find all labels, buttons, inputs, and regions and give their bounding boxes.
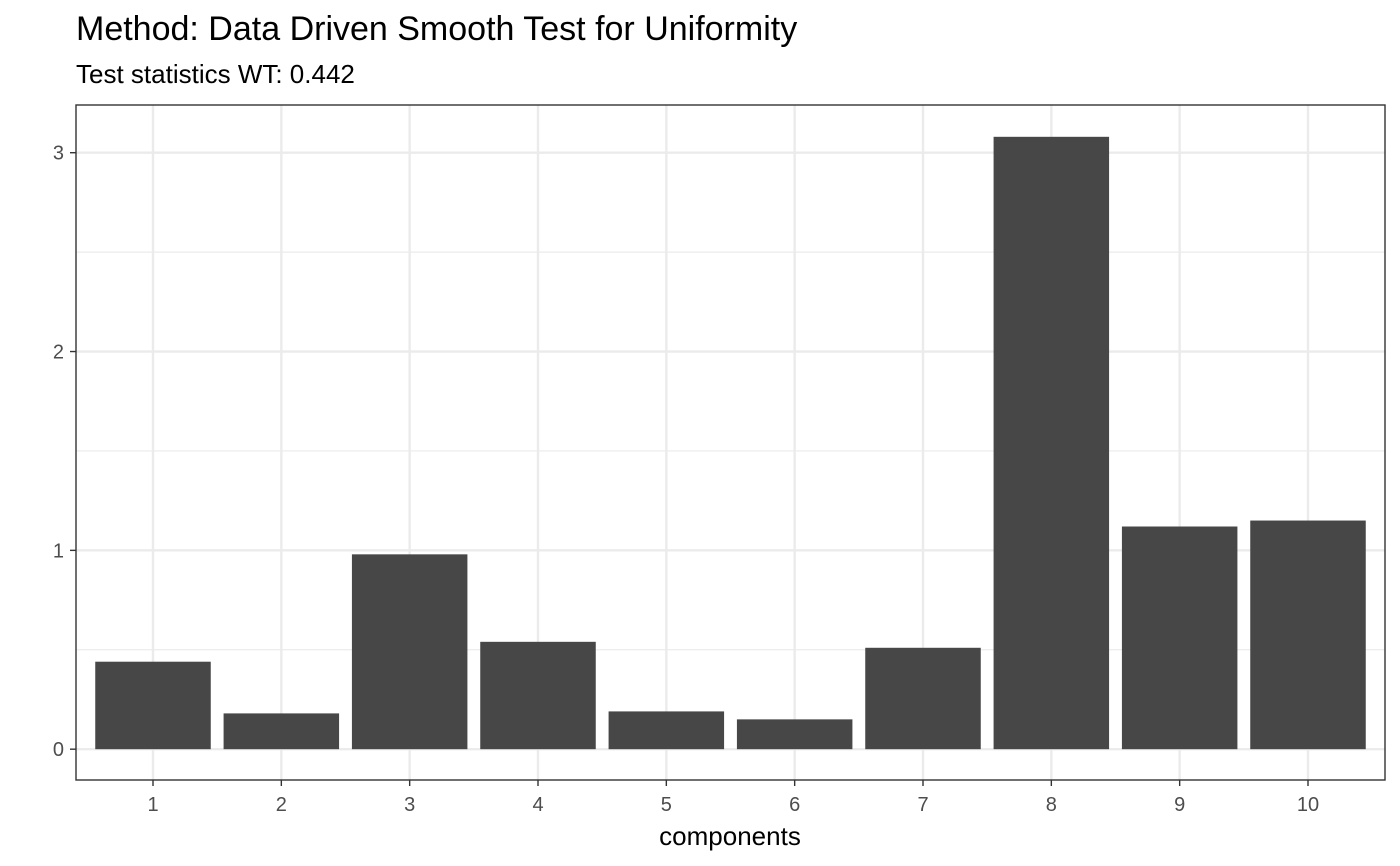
bar-3 [351,554,468,750]
x-tick-label: 1 [147,794,158,816]
bar-4 [480,641,596,750]
x-tick-label: 4 [532,794,543,816]
chart-subtitle: Test statistics WT: 0.442 [76,59,355,89]
x-tick-label: 3 [404,794,415,816]
y-axis: 0 1 2 3 [53,143,76,761]
x-tick-label: 10 [1297,794,1319,816]
y-tick-label: 0 [53,739,64,761]
y-tick-label: 1 [53,540,64,562]
bars [95,136,1366,750]
bar-8 [993,136,1110,750]
x-tick-label: 5 [661,794,672,816]
panel-border [75,104,1386,781]
x-axis-title: components [659,821,801,851]
chart-title: Method: Data Driven Smooth Test for Unif… [76,10,797,48]
x-tick-label: 8 [1046,794,1057,816]
x-axis: 1 2 3 4 5 6 7 8 9 10 [147,780,1319,816]
bar-6 [736,719,853,750]
bar-1 [95,661,211,750]
bar-10 [1250,520,1366,750]
x-tick-label: 7 [917,794,928,816]
bar-9 [1121,526,1238,750]
x-tick-label: 2 [276,794,287,816]
bar-7 [865,647,981,750]
x-tick-label: 6 [789,794,800,816]
bar-2 [223,713,340,750]
y-tick-label: 2 [53,342,64,364]
x-tick-label: 9 [1174,794,1185,816]
bar-5 [608,711,725,750]
y-tick-label: 3 [53,143,64,165]
